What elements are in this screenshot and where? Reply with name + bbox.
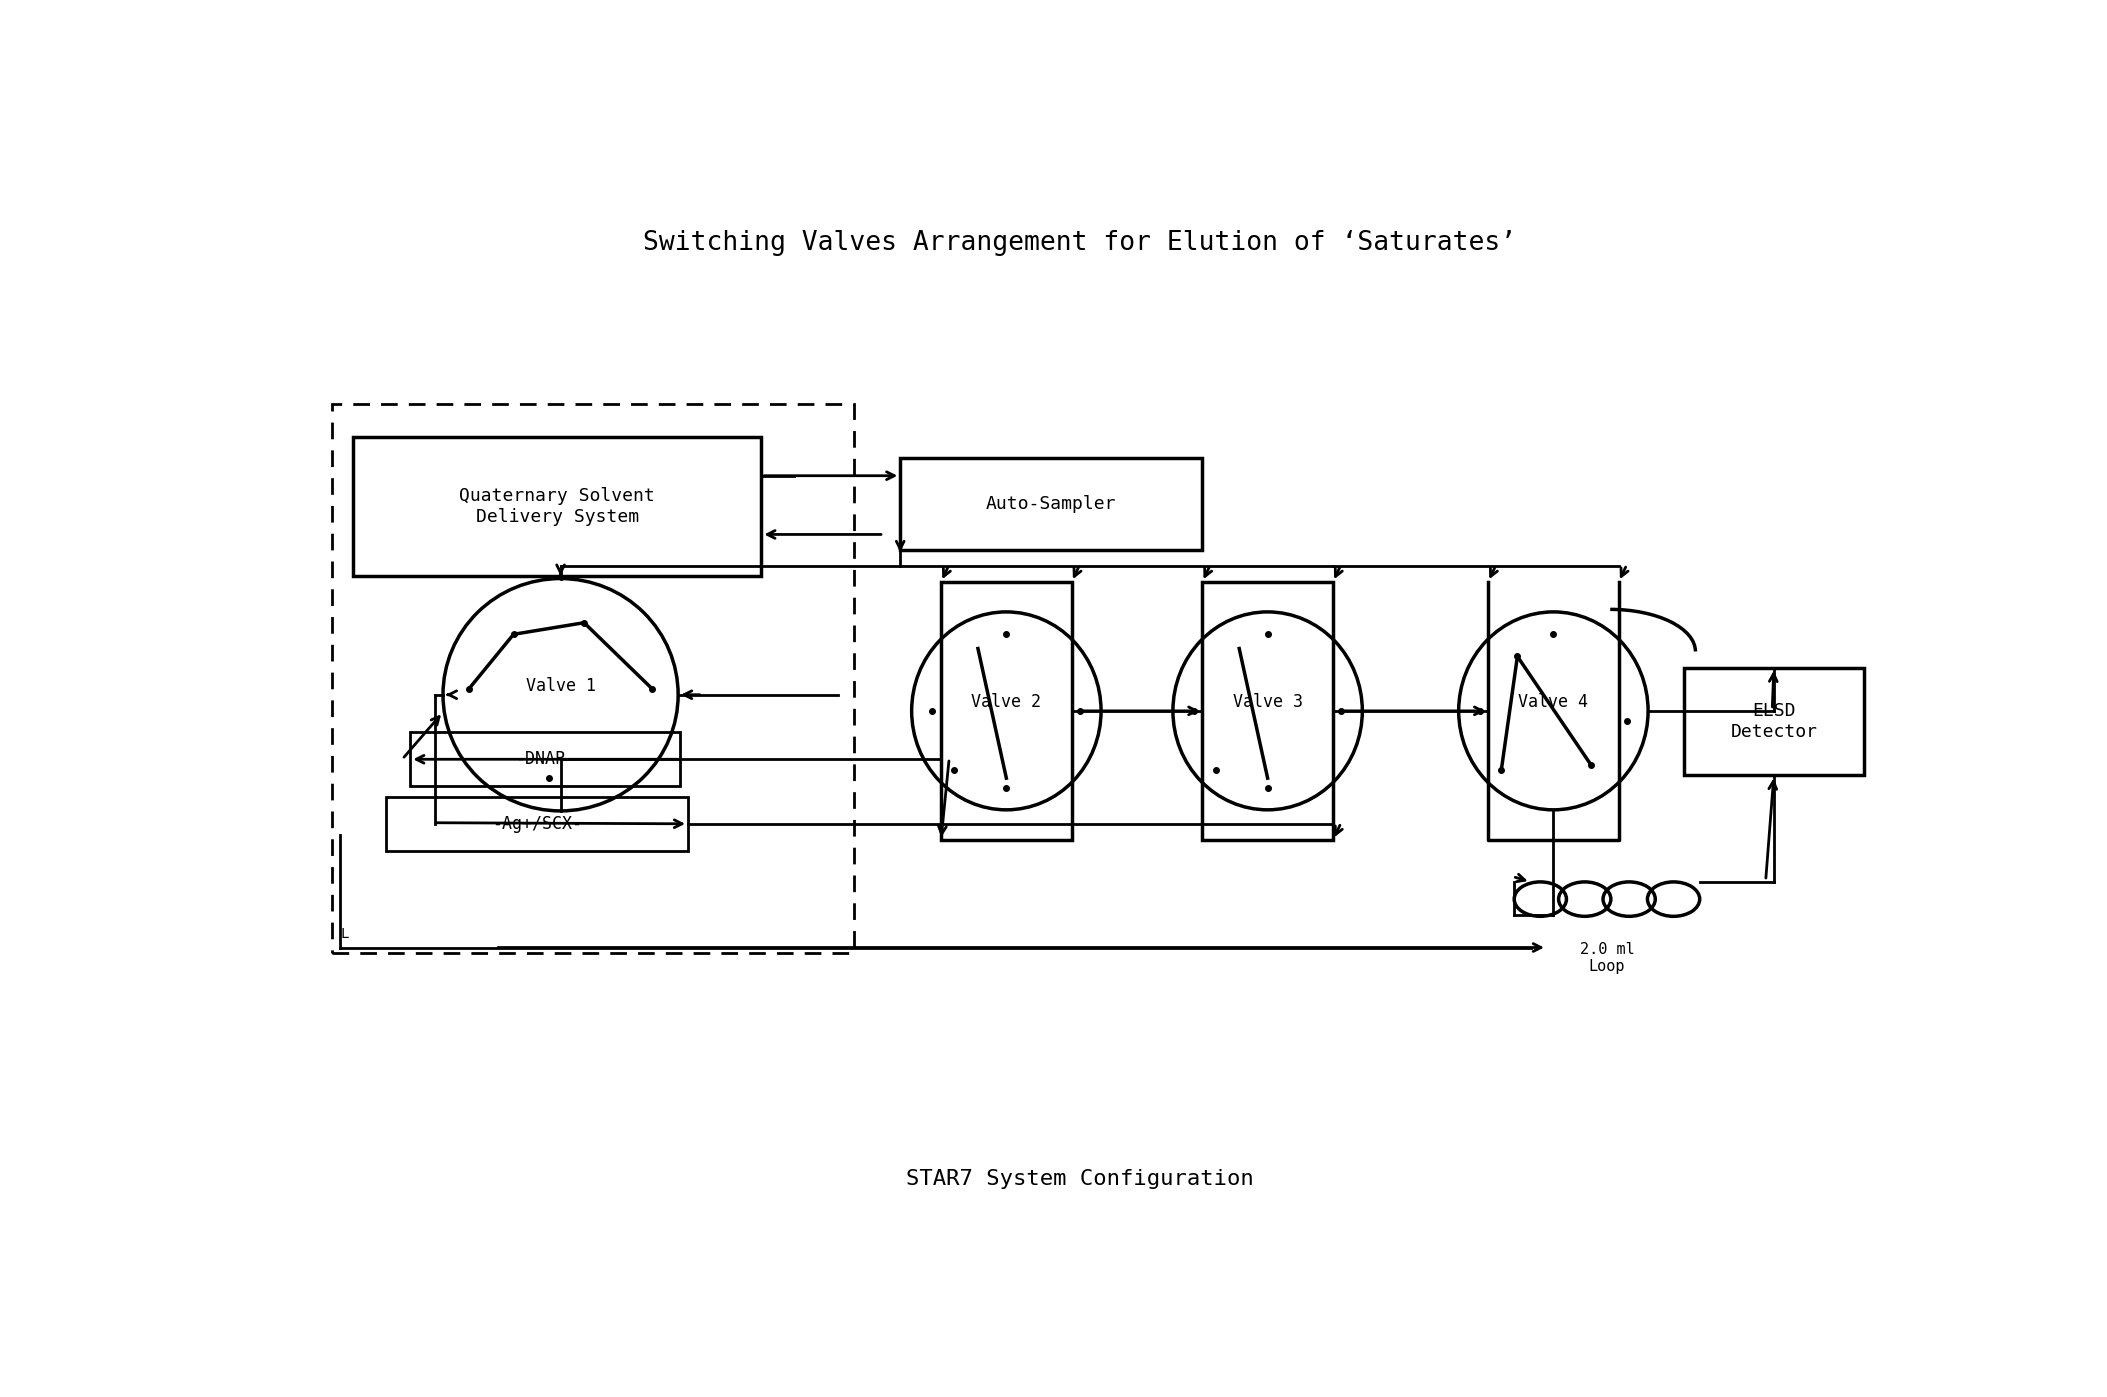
- Text: L: L: [339, 926, 348, 940]
- Text: Auto-Sampler: Auto-Sampler: [986, 495, 1117, 513]
- Bar: [1683, 668, 1865, 775]
- Bar: [411, 732, 681, 787]
- Text: 2.0 ml
Loop: 2.0 ml Loop: [1580, 942, 1635, 975]
- Text: -Ag+/SCX-: -Ag+/SCX-: [491, 814, 582, 833]
- Bar: [386, 796, 687, 851]
- Text: Valve 3: Valve 3: [1233, 693, 1302, 711]
- Bar: [333, 404, 855, 953]
- Bar: [1203, 581, 1334, 840]
- Text: Quaternary Solvent
Delivery System: Quaternary Solvent Delivery System: [459, 488, 655, 525]
- Text: Valve 1: Valve 1: [525, 678, 596, 696]
- Text: Switching Valves Arrangement for Elution of ‘Saturates’: Switching Valves Arrangement for Elution…: [643, 231, 1517, 256]
- Text: Valve 2: Valve 2: [971, 693, 1041, 711]
- Text: Valve 4: Valve 4: [1519, 693, 1589, 711]
- Bar: [942, 581, 1072, 840]
- Bar: [900, 458, 1203, 549]
- Bar: [354, 437, 761, 577]
- Text: STAR7 System Configuration: STAR7 System Configuration: [906, 1169, 1254, 1189]
- Text: ELSD
Detector: ELSD Detector: [1730, 703, 1818, 740]
- Text: -DNAP-: -DNAP-: [514, 750, 575, 768]
